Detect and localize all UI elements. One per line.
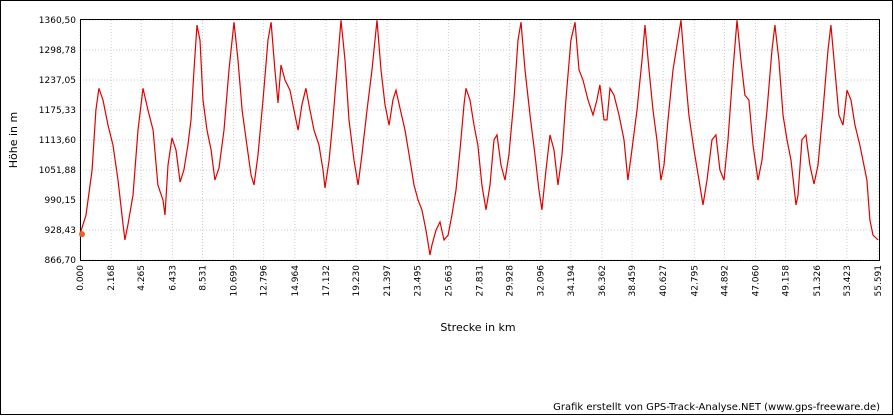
x-tick-label: 36.362 (598, 265, 608, 297)
y-tick-label: 1237,05 (39, 76, 76, 86)
x-tick-label: 6.433 (168, 265, 178, 291)
y-tick-label: 928,43 (45, 226, 77, 236)
y-tick-label: 1175,33 (39, 106, 76, 116)
credit: Grafik erstellt von GPS-Track-Analyse.NE… (553, 402, 880, 413)
plot-border (80, 19, 880, 261)
x-tick-label: 12.796 (260, 265, 270, 297)
x-tick-label: 32.096 (537, 265, 547, 297)
elevation-line (79, 20, 879, 256)
y-tick-label: 990,15 (45, 196, 77, 206)
start-marker (79, 231, 85, 238)
y-tick-label: 1360,50 (39, 16, 76, 26)
x-tick-label: 23.495 (413, 265, 423, 297)
x-tick-label: 21.397 (383, 265, 393, 297)
x-tick-label: 14.964 (291, 265, 301, 297)
x-axis-label: Strecke in km (440, 321, 515, 334)
x-tick-label: 29.928 (506, 265, 516, 297)
x-tick-label: 19.230 (352, 265, 362, 297)
y-tick-label: 1113,60 (39, 136, 76, 146)
x-tick-label: 0.000 (76, 265, 86, 291)
x-tick-label: 34.194 (567, 265, 577, 297)
y-tick-label: 866,70 (45, 256, 77, 266)
x-tick-label: 40.627 (659, 265, 669, 297)
x-tick-label: 44.892 (720, 265, 730, 297)
x-tick-label: 38.459 (628, 265, 638, 297)
x-tick-label: 10.699 (230, 265, 240, 297)
x-tick-label: 55.591 (874, 265, 884, 297)
x-tick-label: 49.158 (782, 265, 792, 297)
y-tick-label: 1298,78 (39, 46, 76, 56)
x-tick-label: 2.168 (107, 265, 117, 291)
x-tick-label: 4.265 (137, 265, 147, 291)
x-tick-label: 53.423 (843, 265, 853, 297)
y-axis-label: Höhe in m (7, 112, 20, 168)
x-tick-label: 27.831 (476, 265, 486, 297)
x-tick-label: 47.060 (752, 265, 762, 297)
y-tick-label: 1051,88 (39, 166, 76, 176)
x-tick-label: 51.326 (813, 265, 823, 297)
x-tick-label: 17.132 (322, 265, 332, 297)
x-tick-label: 42.795 (690, 265, 700, 297)
x-tick-label: 8.531 (198, 265, 208, 291)
x-tick-label: 25.663 (444, 265, 454, 297)
